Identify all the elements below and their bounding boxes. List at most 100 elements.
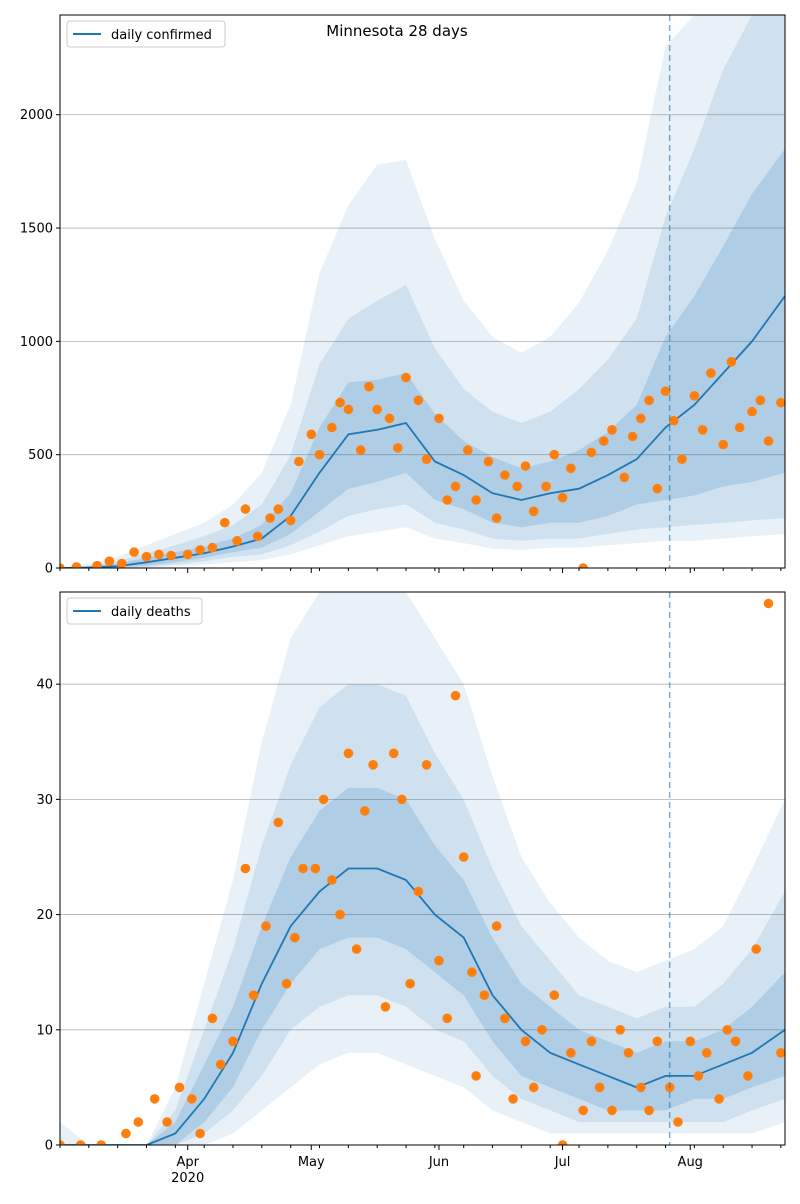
bot-observed-point bbox=[207, 1013, 218, 1024]
top-observed-point bbox=[71, 562, 82, 568]
bot-observed-point bbox=[751, 944, 761, 954]
confirmed-x-ticks bbox=[59, 568, 782, 573]
top-observed-point bbox=[195, 545, 205, 555]
top-observed-point bbox=[669, 415, 679, 426]
bot-ytick-label: 10 bbox=[36, 1023, 53, 1038]
top-observed-point bbox=[92, 560, 102, 568]
bot-observed-point bbox=[75, 1140, 86, 1145]
bot-observed-point bbox=[623, 1048, 634, 1058]
bot-observed-point bbox=[149, 1094, 160, 1104]
bot-observed-point bbox=[491, 921, 502, 931]
top-observed-point bbox=[306, 429, 317, 440]
bot-band-1 bbox=[60, 684, 785, 1145]
top-observed-point bbox=[763, 436, 774, 446]
top-observed-point bbox=[372, 404, 383, 415]
top-band-2 bbox=[60, 15, 785, 568]
bot-observed-point bbox=[673, 1117, 683, 1127]
bot-observed-point bbox=[343, 748, 354, 759]
top-observed-point bbox=[599, 436, 609, 446]
top-observed-point bbox=[154, 549, 164, 560]
top-observed-point bbox=[463, 445, 473, 455]
top-observed-point bbox=[471, 495, 481, 505]
top-observed-point bbox=[252, 531, 263, 542]
bot-observed-point bbox=[763, 598, 774, 609]
top-observed-point bbox=[697, 425, 708, 435]
top-observed-point bbox=[285, 515, 296, 526]
bot-observed-point bbox=[121, 1128, 131, 1139]
top-observed-point bbox=[450, 481, 461, 492]
top-observed-point bbox=[335, 397, 345, 408]
bot-observed-point bbox=[450, 690, 461, 701]
confirmed-legend-label: daily confirmed bbox=[111, 28, 212, 43]
top-observed-point bbox=[327, 422, 337, 433]
deaths-grid bbox=[60, 683, 785, 1031]
bot-band-0 bbox=[60, 787, 785, 1145]
bot-observed-point bbox=[693, 1071, 704, 1081]
bot-observed-point bbox=[310, 863, 321, 874]
top-observed-point bbox=[220, 517, 230, 528]
top-observed-point bbox=[60, 563, 65, 568]
bot-observed-point bbox=[528, 1082, 539, 1093]
bot-observed-point bbox=[327, 875, 337, 885]
top-observed-point bbox=[442, 495, 453, 505]
top-observed-point bbox=[619, 472, 630, 483]
confirmed-y-ticks: 0 500 1000 1500 2000 bbox=[20, 108, 60, 577]
top-observed-point bbox=[549, 449, 560, 460]
bot-observed-point bbox=[508, 1094, 518, 1104]
deaths-y-ticks: 0 10 20 30 40 bbox=[36, 678, 60, 1154]
bot-observed-point bbox=[458, 852, 469, 862]
top-observed-point bbox=[401, 372, 411, 383]
bot-observed-point bbox=[722, 1025, 733, 1035]
xtick-label-4: Aug bbox=[678, 1155, 703, 1170]
xtick-label-1: May bbox=[298, 1155, 325, 1170]
bot-observed-point bbox=[652, 1036, 663, 1047]
top-observed-point bbox=[541, 481, 551, 492]
confirmed-legend: daily confirmed bbox=[66, 20, 226, 48]
top-observed-point bbox=[706, 368, 716, 378]
bot-observed-point bbox=[615, 1025, 625, 1035]
top-observed-point bbox=[240, 504, 251, 514]
bot-observed-point bbox=[195, 1128, 205, 1139]
bot-observed-point bbox=[520, 1036, 531, 1047]
bot-observed-point bbox=[566, 1048, 576, 1058]
deaths-observed-points bbox=[60, 598, 785, 1145]
bot-observed-point bbox=[368, 760, 378, 770]
confirmed-observed-points bbox=[60, 357, 785, 568]
bot-observed-point bbox=[586, 1036, 597, 1047]
bot-observed-point bbox=[644, 1105, 654, 1116]
top-ytick-label: 1500 bbox=[20, 222, 53, 237]
xtick-label-0: Apr bbox=[176, 1155, 199, 1170]
top-ytick-label: 2000 bbox=[20, 108, 53, 123]
top-observed-point bbox=[652, 483, 663, 494]
top-observed-point bbox=[586, 447, 597, 458]
xtick-label-2: Jun bbox=[428, 1155, 449, 1170]
confirmed-grid bbox=[60, 114, 785, 456]
top-observed-point bbox=[500, 470, 510, 480]
bot-observed-point bbox=[298, 863, 308, 874]
top-observed-point bbox=[355, 445, 366, 455]
bot-observed-point bbox=[434, 955, 444, 966]
bot-observed-point bbox=[743, 1071, 753, 1081]
bot-observed-point bbox=[500, 1013, 510, 1024]
confirmed-bands bbox=[60, 15, 785, 568]
deaths-legend-label: daily deaths bbox=[111, 605, 191, 620]
top-observed-point bbox=[413, 395, 424, 406]
bot-observed-point bbox=[442, 1013, 453, 1024]
bot-observed-point bbox=[701, 1048, 712, 1058]
xtick-label-3: Jul bbox=[554, 1155, 571, 1170]
bot-observed-point bbox=[413, 886, 424, 897]
top-observed-point bbox=[607, 425, 617, 435]
bot-observed-point bbox=[335, 909, 345, 920]
bot-observed-point bbox=[133, 1117, 144, 1127]
top-ytick-label: 1000 bbox=[20, 335, 53, 350]
bot-observed-point bbox=[380, 1002, 391, 1012]
deaths-median-line bbox=[60, 867, 785, 1145]
top-observed-point bbox=[677, 454, 687, 465]
top-observed-point bbox=[393, 443, 403, 453]
bot-ytick-label: 40 bbox=[36, 678, 53, 693]
bot-observed-point bbox=[228, 1036, 238, 1047]
bot-observed-point bbox=[273, 817, 284, 828]
top-observed-point bbox=[483, 456, 494, 467]
bot-observed-point bbox=[187, 1094, 197, 1104]
